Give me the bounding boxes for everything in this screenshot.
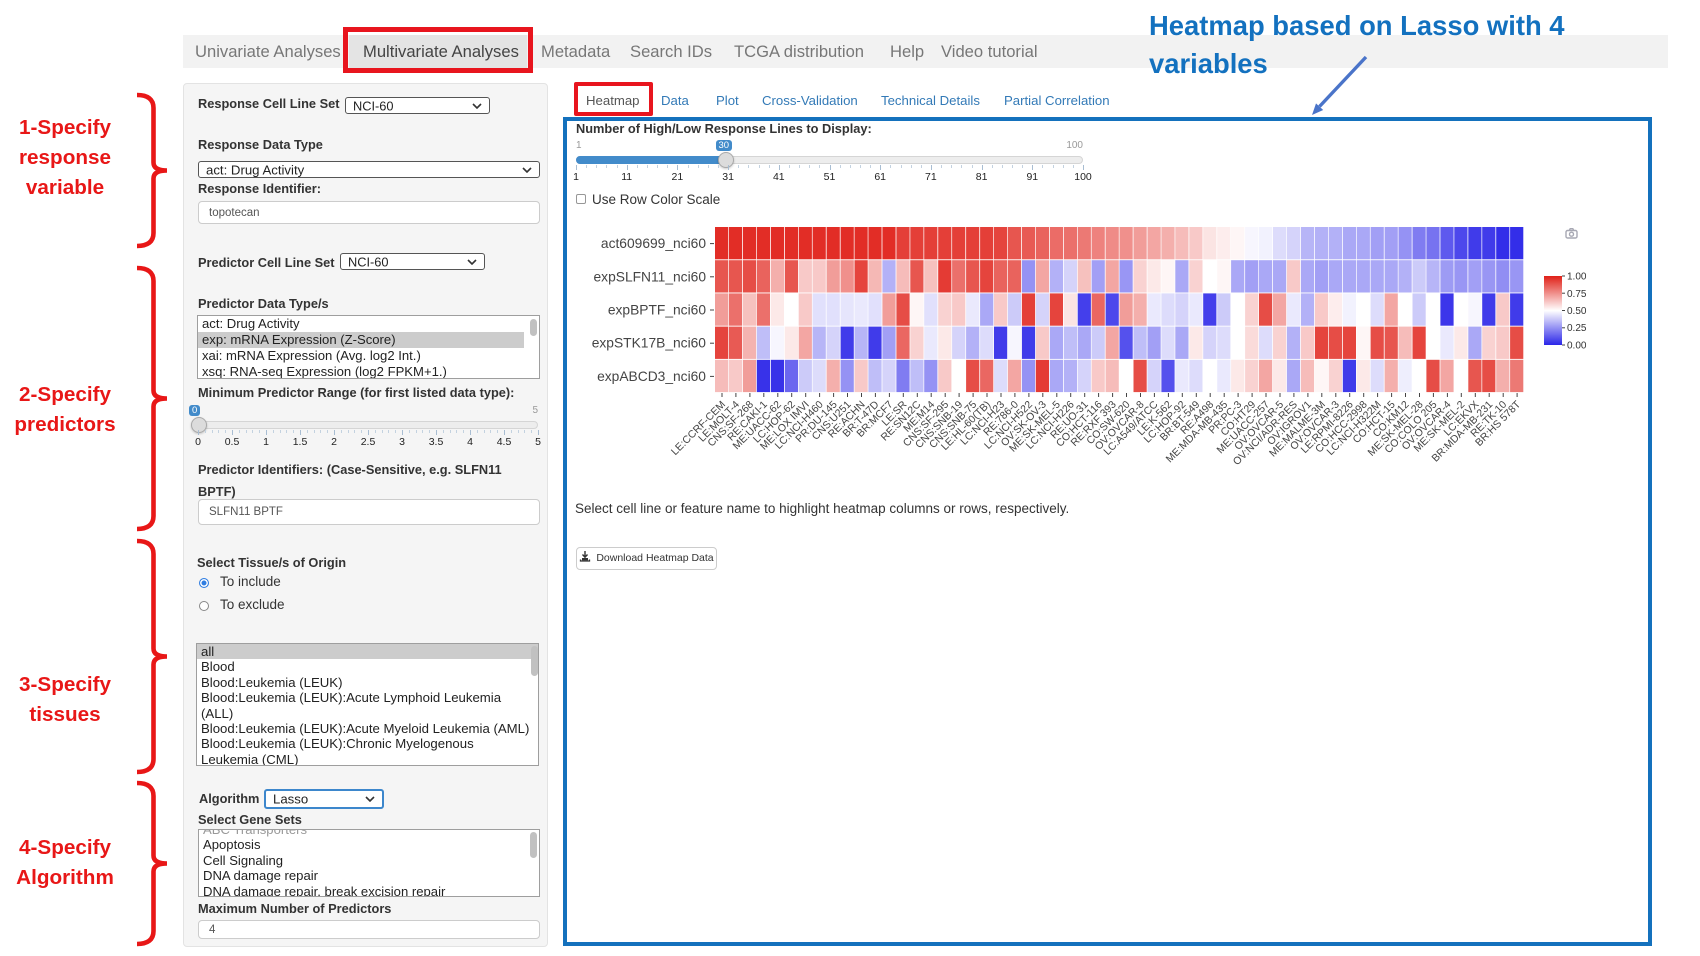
svg-text:act609699_nci60: act609699_nci60	[601, 236, 706, 251]
svg-text:0.75: 0.75	[1567, 289, 1587, 300]
svg-text:expBPTF_nci60: expBPTF_nci60	[608, 303, 706, 318]
svg-text:expABCD3_nci60: expABCD3_nci60	[597, 369, 706, 384]
svg-text:1.00: 1.00	[1567, 272, 1587, 283]
svg-text:expSLFN11_nci60: expSLFN11_nci60	[594, 269, 707, 284]
svg-text:0.50: 0.50	[1567, 306, 1587, 317]
svg-text:0.00: 0.00	[1567, 341, 1587, 352]
svg-text:0.25: 0.25	[1567, 323, 1587, 334]
svg-text:expSTK17B_nci60: expSTK17B_nci60	[592, 336, 707, 351]
